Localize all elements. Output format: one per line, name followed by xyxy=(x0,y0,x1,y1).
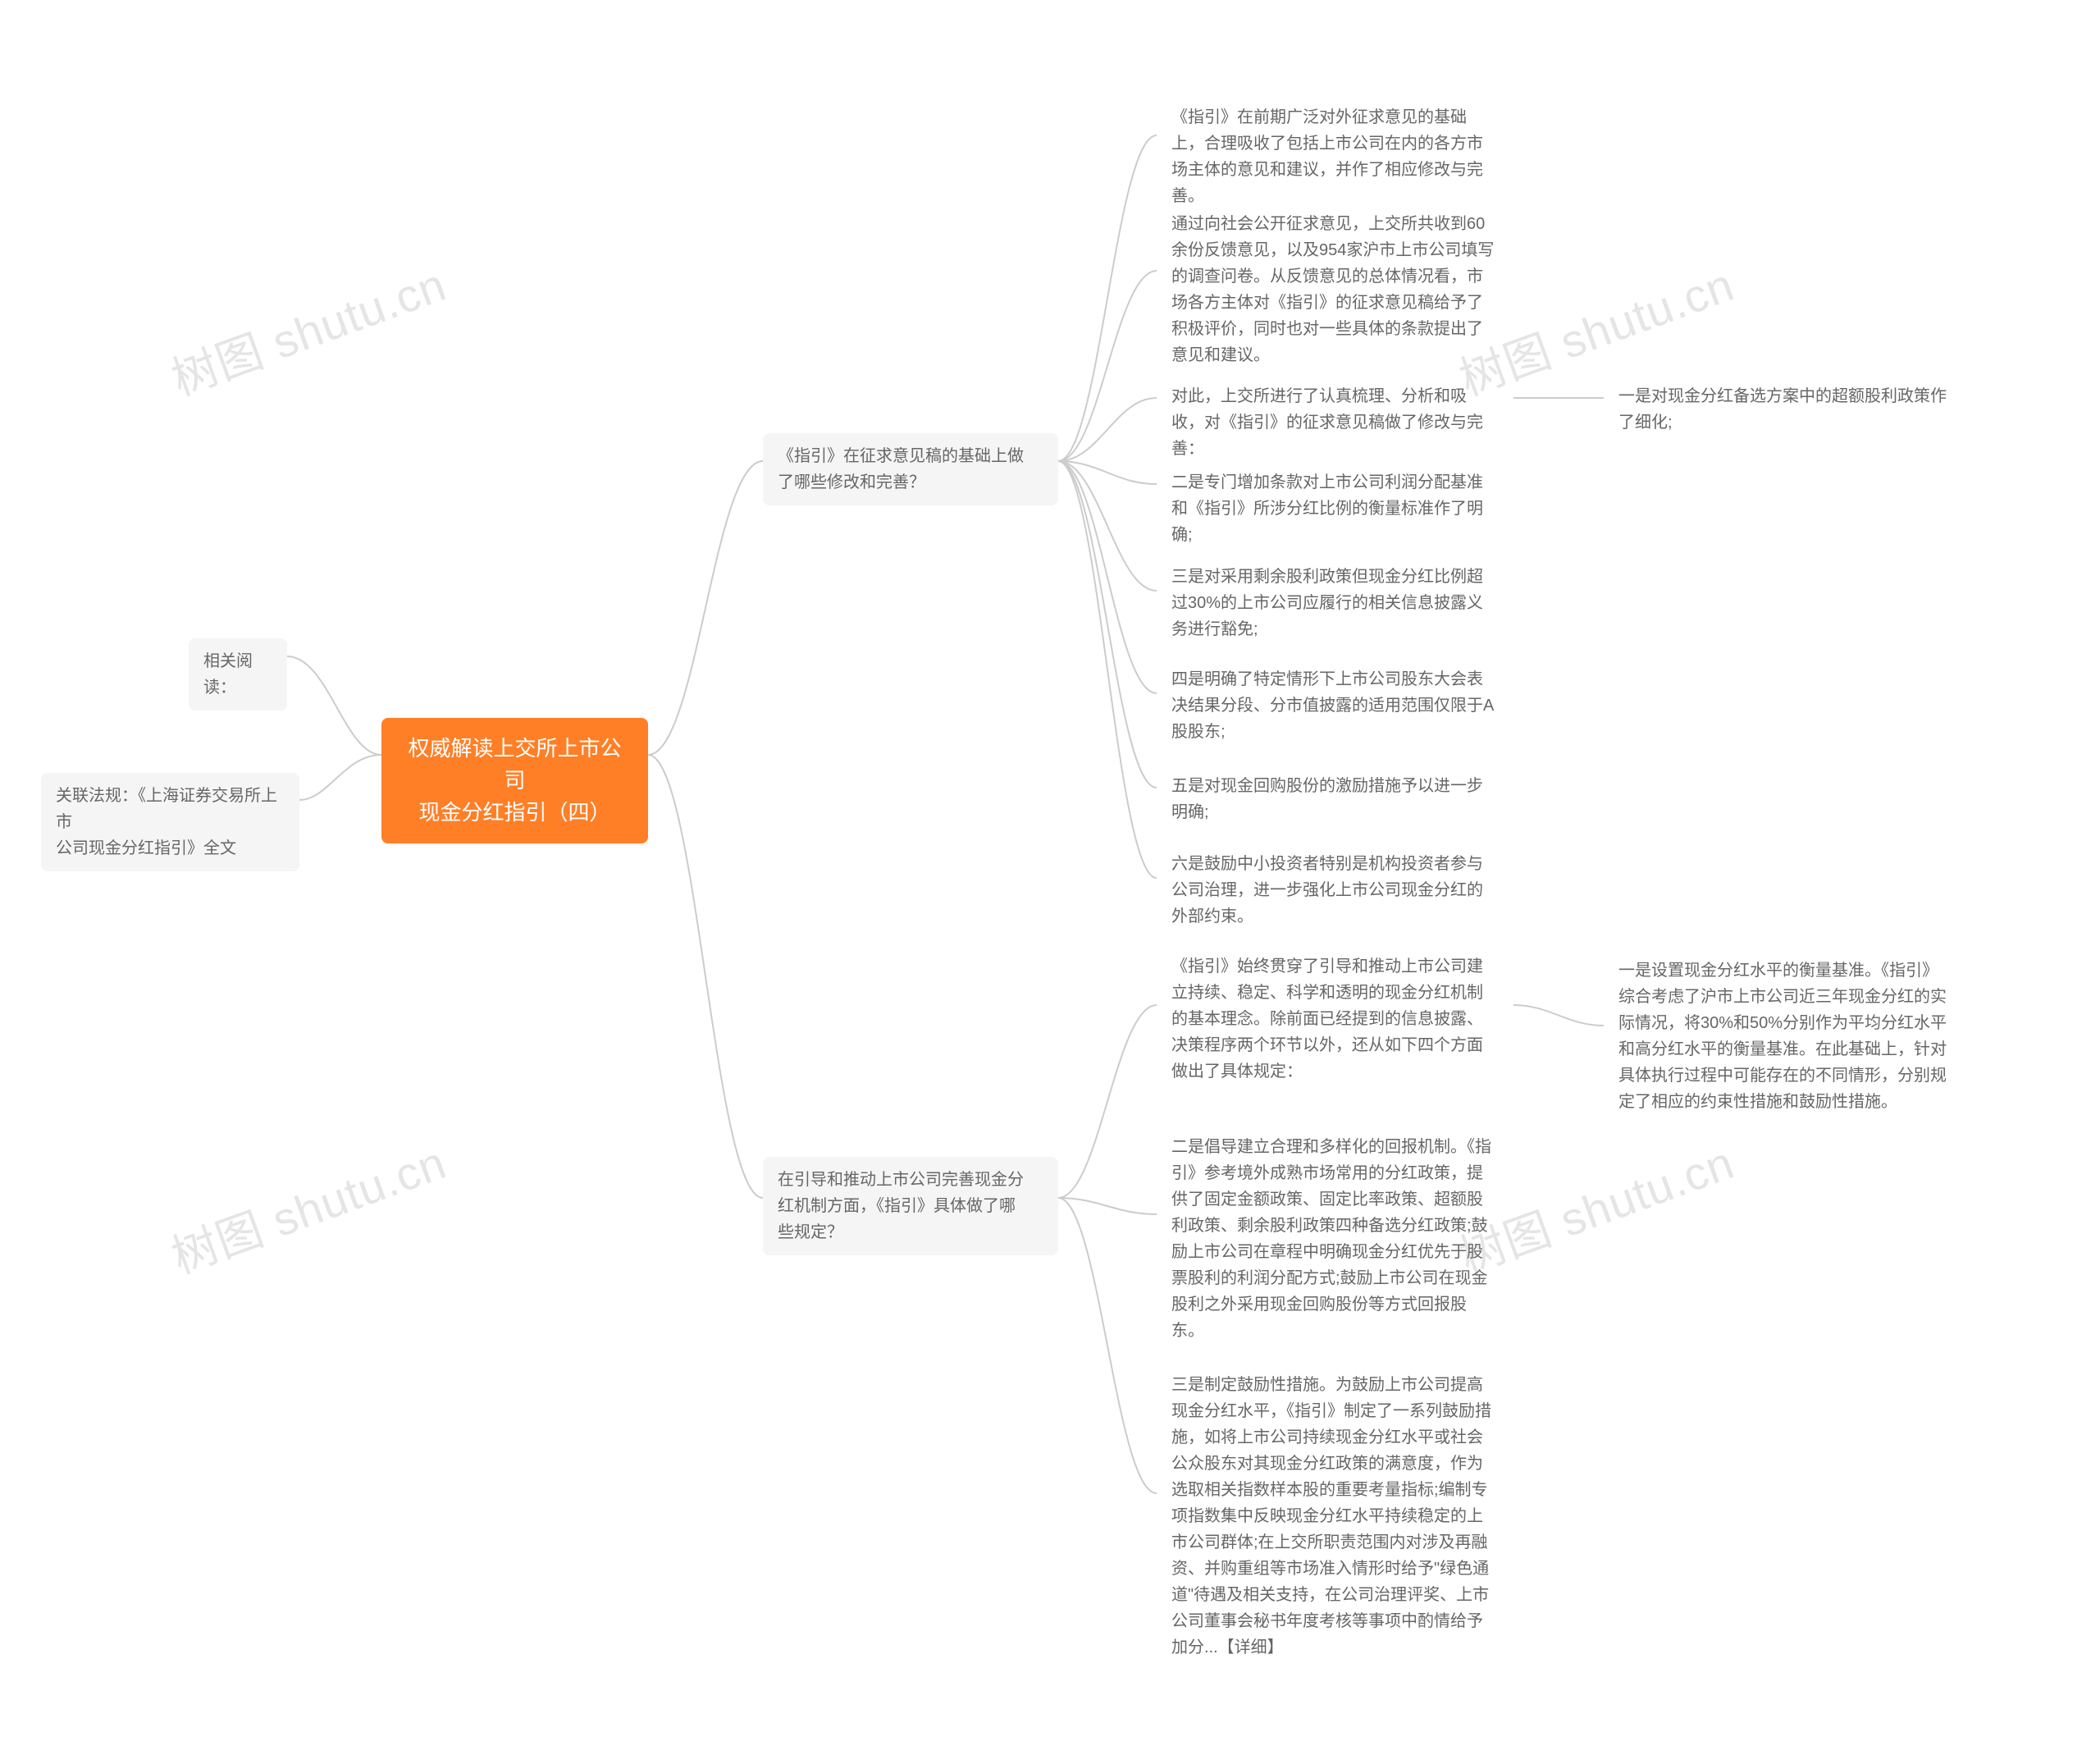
branch1-c8: 六是鼓励中小投资者特别是机构投资者参与公司治理，进一步强化上市公司现金分红的外部… xyxy=(1157,841,1509,939)
branch2-c2: 二是倡导建立合理和多样化的回报机制。《指引》参考境外成熟市场常用的分红政策，提供… xyxy=(1157,1124,1509,1354)
left-item-2-line1: 关联法规：《上海证券交易所上市 xyxy=(56,787,277,831)
branch1-c6: 四是明确了特定情形下上市公司股东大会表决结果分段、分市值披露的适用范围仅限于A股… xyxy=(1157,656,1509,755)
mindmap-connectors xyxy=(0,0,2100,1764)
branch1-c4: 二是专门增加条款对上市公司利润分配基准和《指引》所涉分红比例的衡量标准作了明确; xyxy=(1157,459,1509,558)
branch2-title-line1: 在引导和推动上市公司完善现金分 xyxy=(778,1171,1024,1189)
branch1-title-line2: 了哪些修改和完善？ xyxy=(778,473,925,491)
branch2-c3: 三是制定鼓励性措施。为鼓励上市公司提高现金分红水平，《指引》制定了一系列鼓励措施… xyxy=(1157,1362,1509,1670)
root-node: 权威解读上交所上市公司 现金分红指引（四） xyxy=(381,718,648,843)
branch1-c5: 三是对采用剩余股利政策但现金分红比例超过30%的上市公司应履行的相关信息披露义务… xyxy=(1157,554,1509,652)
watermark: 树图 shutu.cn xyxy=(162,249,454,409)
branch1-c3: 对此，上交所进行了认真梳理、分析和吸收，对《指引》的征求意见稿做了修改与完善： xyxy=(1157,373,1509,472)
branch2-title: 在引导和推动上市公司完善现金分 红机制方面，《指引》具体做了哪 些规定？ xyxy=(763,1157,1058,1255)
branch1-c7: 五是对现金回购股份的激励措施予以进一步明确; xyxy=(1157,763,1509,835)
branch1-c2: 通过向社会公开征求意见，上交所共收到60余份反馈意见，以及954家沪市上市公司填… xyxy=(1157,201,1509,378)
left-item-2-line2: 公司现金分红指引》全文 xyxy=(56,839,236,857)
left-item-1: 相关阅读： xyxy=(189,638,287,711)
left-item-1-text: 相关阅读： xyxy=(203,652,253,697)
branch2-c1: 《指引》始终贯穿了引导和推动上市公司建立持续、稳定、科学和透明的现金分红机制的基… xyxy=(1157,944,1509,1095)
branch1-title-line1: 《指引》在征求意见稿的基础上做 xyxy=(778,447,1024,465)
watermark: 树图 shutu.cn xyxy=(162,1126,454,1287)
branch2-c1-sub: 一是设置现金分红水平的衡量基准。《指引》综合考虑了沪市上市公司近三年现金分红的实… xyxy=(1604,948,1965,1125)
root-line1: 权威解读上交所上市公司 xyxy=(408,736,621,793)
branch2-title-line2: 红机制方面，《指引》具体做了哪 xyxy=(778,1197,1016,1215)
branch1-c3-sub: 一是对现金分红备选方案中的超额股利政策作了细化; xyxy=(1604,373,1965,446)
left-item-2: 关联法规：《上海证券交易所上市 公司现金分红指引》全文 xyxy=(41,773,299,871)
branch2-title-line3: 些规定？ xyxy=(778,1223,843,1241)
branch1-title: 《指引》在征求意见稿的基础上做 了哪些修改和完善？ xyxy=(763,433,1058,505)
root-line2: 现金分红指引（四） xyxy=(418,800,610,825)
